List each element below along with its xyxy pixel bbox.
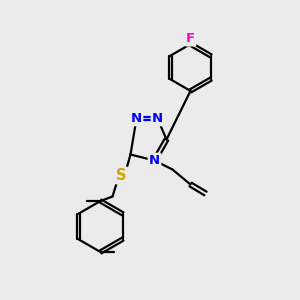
- Text: N: N: [152, 112, 163, 125]
- Text: F: F: [186, 32, 195, 45]
- Text: N: N: [131, 112, 142, 125]
- Text: S: S: [116, 168, 127, 183]
- Text: N: N: [149, 154, 160, 167]
